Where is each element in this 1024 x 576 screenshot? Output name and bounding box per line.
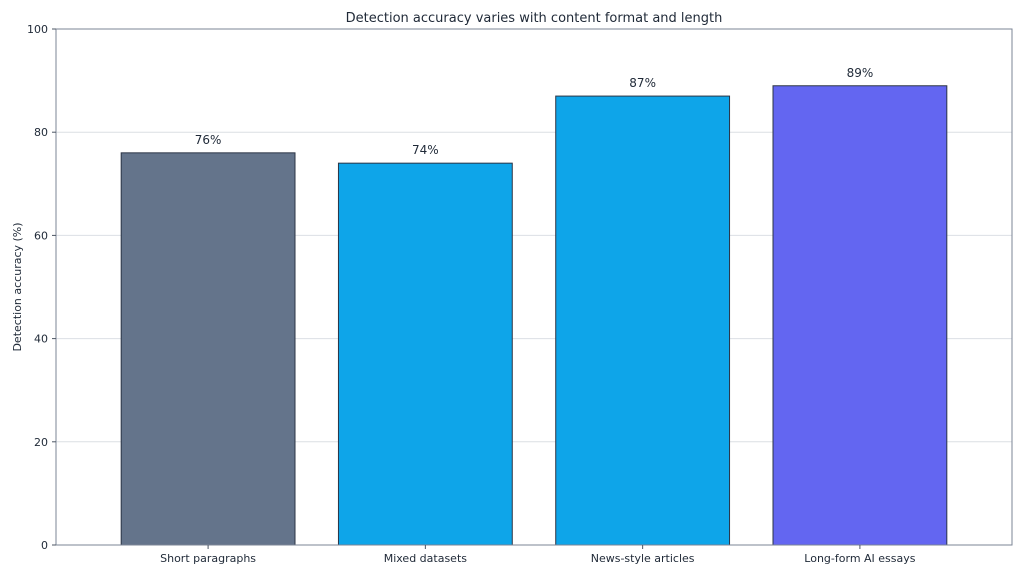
y-tick-label: 40 [34, 333, 48, 346]
y-tick-label: 0 [41, 539, 48, 552]
bar-3 [555, 95, 731, 546]
y-tick-label: 60 [34, 229, 48, 242]
data-label: 74% [412, 143, 439, 157]
y-axis-ticks: 0 20 40 60 80 100 [27, 23, 56, 552]
y-tick-label: 80 [34, 126, 48, 139]
y-tick-label: 20 [34, 436, 48, 449]
bars [120, 85, 948, 546]
bar-4 [772, 85, 948, 546]
chart-title: Detection accuracy varies with content f… [346, 11, 723, 26]
data-label: 76% [195, 133, 222, 147]
bar-2 [337, 162, 513, 546]
bar-1 [120, 152, 296, 546]
y-tick-label: 100 [27, 23, 48, 36]
data-labels: 76% 74% 87% 89% [195, 66, 873, 157]
x-tick-label: Long-form AI essays [804, 552, 915, 565]
x-tick-label: Short paragraphs [160, 552, 256, 565]
y-axis-label: Detection accuracy (%) [11, 222, 24, 351]
data-label: 87% [629, 76, 656, 90]
plot-frame [55, 28, 1013, 546]
x-axis-ticks: Short paragraphs Mixed datasets News-style… [160, 545, 916, 565]
data-label: 89% [847, 66, 874, 80]
x-tick-label: Mixed datasets [384, 552, 468, 565]
x-tick-label: News-style articles [591, 552, 695, 565]
